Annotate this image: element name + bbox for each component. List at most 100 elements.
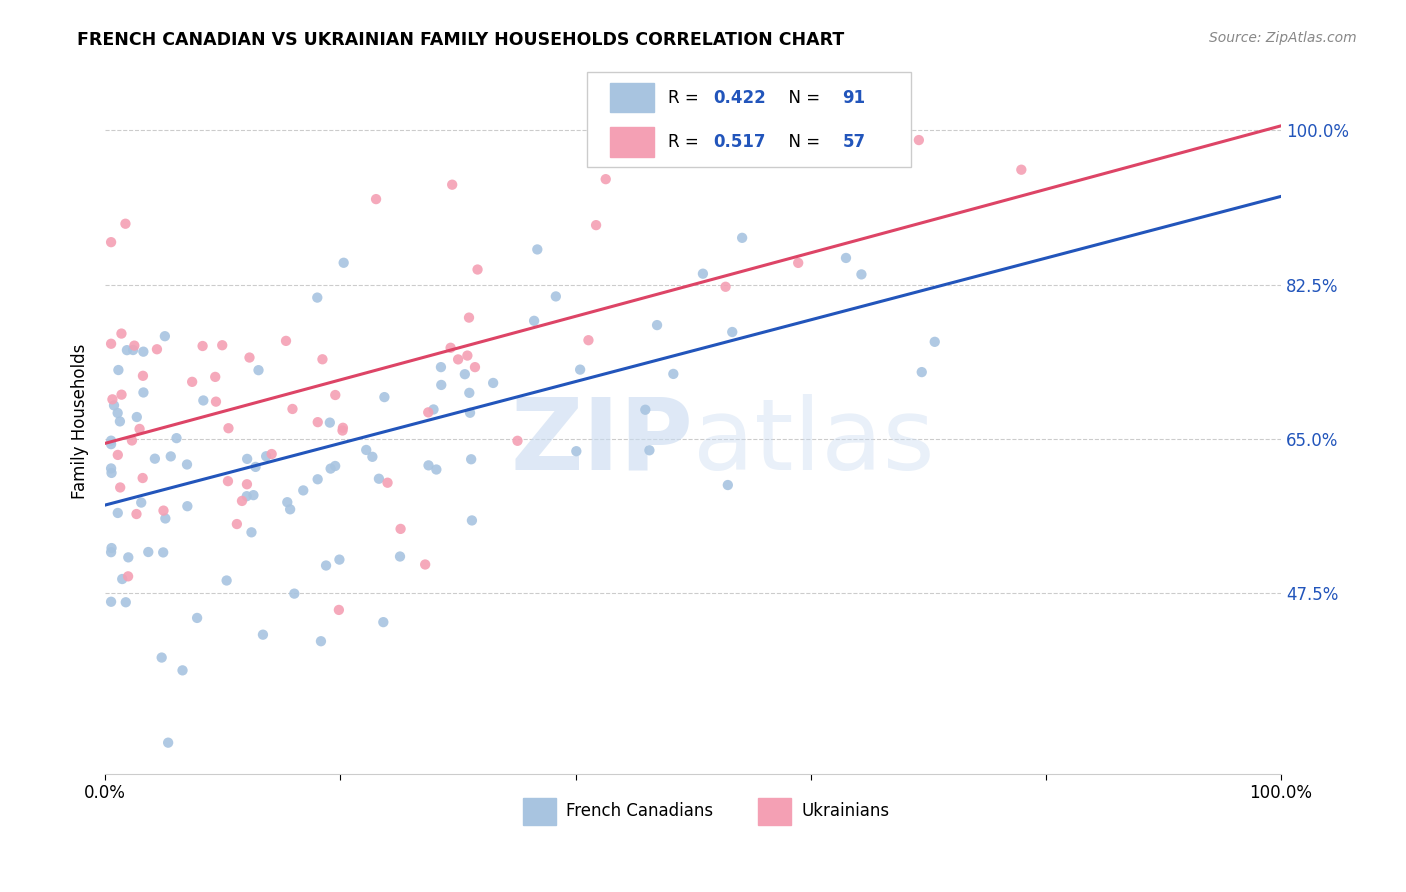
Point (461, 513, 484, 527)
Point (274, 334, 297, 348)
Point (307, 472, 329, 486)
Point (911, 365, 934, 379)
Point (217, 474, 239, 488)
Point (377, 475, 399, 490)
Point (389, 549, 412, 564)
Point (544, 289, 567, 303)
Point (924, 334, 946, 349)
Point (260, 447, 283, 461)
Point (569, 362, 592, 376)
Point (464, 360, 486, 375)
Point (692, 267, 714, 281)
Text: FRENCH CANADIAN VS UKRAINIAN FAMILY HOUSEHOLDS CORRELATION CHART: FRENCH CANADIAN VS UKRAINIAN FAMILY HOUS… (77, 31, 845, 49)
Point (176, 499, 198, 513)
Point (100, 545, 122, 559)
Point (315, 558, 337, 573)
Point (1010, 162, 1032, 177)
Point (132, 385, 155, 400)
Point (245, 459, 267, 474)
Bar (610, 127, 654, 156)
Point (152, 503, 174, 517)
Point (908, 133, 931, 147)
Bar (523, 798, 555, 825)
Point (110, 326, 132, 341)
Point (254, 449, 277, 463)
Point (125, 410, 148, 425)
Point (110, 387, 132, 401)
Point (506, 434, 529, 448)
Point (143, 451, 166, 466)
Point (662, 367, 685, 381)
Point (181, 375, 204, 389)
Point (721, 325, 744, 339)
Point (307, 415, 329, 429)
Point (236, 489, 259, 503)
Point (319, 416, 342, 430)
Point (124, 338, 146, 352)
Text: 0.422: 0.422 (713, 88, 766, 107)
Point (125, 507, 148, 521)
Point (307, 291, 329, 305)
Point (578, 333, 600, 347)
Point (204, 370, 226, 384)
Point (368, 472, 391, 486)
Point (114, 595, 136, 609)
Point (458, 406, 481, 420)
Point (157, 736, 180, 750)
Text: R =: R = (668, 133, 704, 151)
Point (129, 495, 152, 509)
Text: ZIP: ZIP (510, 394, 693, 491)
Point (714, 279, 737, 293)
Point (364, 192, 387, 206)
Point (319, 461, 342, 475)
Point (107, 448, 129, 462)
Point (526, 243, 548, 257)
Point (323, 458, 346, 473)
Point (114, 217, 136, 231)
Point (454, 368, 477, 382)
Point (100, 461, 122, 475)
Point (242, 488, 264, 502)
Point (225, 517, 247, 532)
Point (100, 336, 122, 351)
Point (332, 424, 354, 438)
Point (413, 558, 436, 572)
Point (176, 458, 198, 472)
Point (373, 615, 395, 629)
Point (418, 405, 440, 419)
Text: R =: R = (668, 88, 704, 107)
Point (100, 434, 122, 448)
Point (108, 414, 131, 428)
Point (276, 495, 298, 509)
Point (422, 402, 444, 417)
Text: N =: N = (778, 133, 825, 151)
Point (851, 268, 873, 282)
Point (332, 256, 354, 270)
Text: French Canadians: French Canadians (567, 803, 713, 821)
Point (311, 352, 333, 367)
Point (107, 506, 129, 520)
Point (107, 363, 129, 377)
Point (835, 251, 858, 265)
Point (634, 402, 657, 417)
Point (108, 480, 131, 494)
Point (441, 178, 464, 192)
Text: Source: ZipAtlas.com: Source: ZipAtlas.com (1209, 31, 1357, 45)
Point (217, 421, 239, 435)
Point (152, 545, 174, 559)
Point (211, 338, 233, 352)
Point (132, 344, 155, 359)
Point (240, 525, 263, 540)
Point (150, 650, 173, 665)
Point (717, 478, 740, 492)
Point (159, 450, 181, 464)
Point (117, 569, 139, 583)
Point (332, 421, 354, 435)
FancyBboxPatch shape (588, 72, 911, 168)
Bar (610, 83, 654, 112)
Point (439, 341, 461, 355)
Point (482, 376, 505, 390)
Point (238, 351, 260, 365)
Point (101, 392, 124, 407)
Point (252, 628, 274, 642)
